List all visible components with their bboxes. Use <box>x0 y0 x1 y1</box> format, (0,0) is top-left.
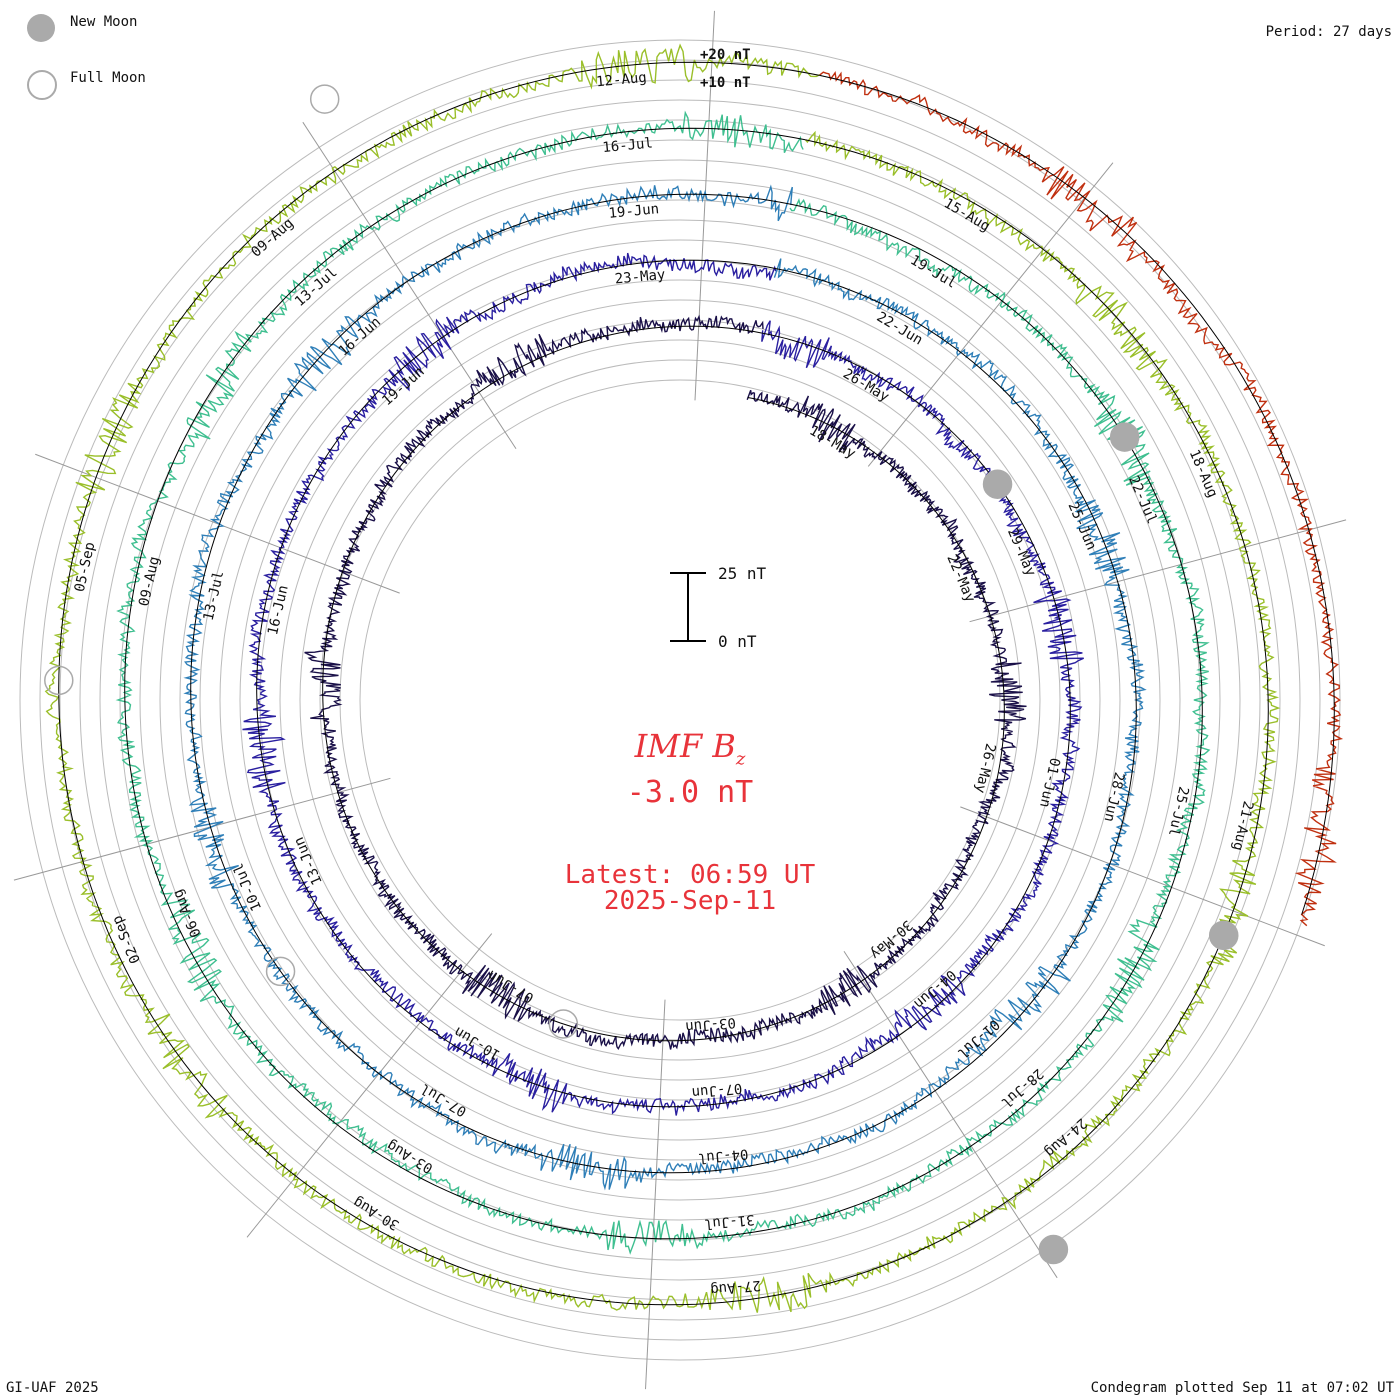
grid-ring <box>239 259 1121 1141</box>
full-moon-marker <box>265 956 296 987</box>
series-rotation-4 <box>115 110 1211 1255</box>
new-moon-marker <box>982 469 1013 499</box>
latest-date: 2025-Sep-11 <box>603 886 777 916</box>
baseline-rotation-1 <box>322 325 1005 1042</box>
date-label: 12-Aug <box>596 70 648 91</box>
date-label: 04-Jul <box>697 1145 749 1166</box>
series-rotation-3 <box>183 184 1147 1191</box>
date-label: 26-May <box>840 366 892 406</box>
full-moon-marker <box>548 1009 579 1039</box>
new-moon-icon <box>27 14 55 42</box>
grid-ring <box>179 199 1181 1201</box>
grid-ring <box>359 379 1001 1021</box>
scale-bar <box>670 572 706 642</box>
scale-bar-bottom-label: 0 nT <box>718 632 757 651</box>
date-label: 16-Jun <box>336 314 385 359</box>
grid-spoke <box>960 806 1325 947</box>
date-label: 13-Jul <box>201 569 228 622</box>
date-label: 18-Aug <box>1186 447 1221 500</box>
grid-spoke <box>13 777 391 881</box>
baseline-rotation-5 <box>58 61 1269 1306</box>
date-label: 13-Jul <box>292 265 341 310</box>
scale-bar-top-label: 25 nT <box>718 564 767 583</box>
date-label: 06-Aug <box>170 887 205 940</box>
grid-ring <box>79 99 1281 1301</box>
date-label: 19-Jun <box>379 364 428 409</box>
grid-ring <box>159 179 1201 1221</box>
grid-ring <box>99 119 1261 1281</box>
period-label: Period: 27 days <box>1265 24 1392 40</box>
grid-ring <box>279 299 1081 1101</box>
new-moon-marker <box>1208 920 1239 951</box>
legend-new-moon-label: New Moon <box>70 14 138 30</box>
grid-ring <box>319 339 1041 1061</box>
grid-ring <box>19 39 1341 1361</box>
moon-markers <box>44 84 1239 1265</box>
latest-time: Latest: 06:59 UT <box>564 860 816 890</box>
date-label: 21-Aug <box>1229 799 1256 852</box>
series-rotation-5 <box>44 43 1281 1313</box>
footer-plot-time: Condegram plotted Sep 11 at 07:02 UT <box>1090 1380 1394 1396</box>
grid-spoke <box>694 10 715 401</box>
baseline-rotation-6 <box>819 74 1335 915</box>
grid-ring <box>339 359 1021 1041</box>
date-label: 09-Aug <box>248 215 297 260</box>
date-label: 19-Jun <box>608 201 660 222</box>
data-series <box>44 43 1344 1313</box>
new-moon-marker <box>1038 1234 1069 1265</box>
date-label: 04-Jun <box>910 966 959 1011</box>
date-label: 09-Aug <box>136 555 163 608</box>
footer-credit: GI-UAF 2025 <box>6 1380 99 1396</box>
grid-ring <box>39 59 1321 1341</box>
date-label: 07-Jul <box>418 1080 470 1120</box>
new-moon-marker <box>1109 422 1140 452</box>
grid-spoke <box>969 519 1347 623</box>
series-rotation-1 <box>304 314 1027 1051</box>
grid-rings <box>19 39 1341 1361</box>
date-label: 19-Jul <box>907 252 959 292</box>
full-moon-marker <box>309 84 340 114</box>
baseline-rotation-4 <box>124 127 1203 1240</box>
date-label: 27-Aug <box>710 1277 762 1298</box>
full-moon-icon <box>27 70 57 100</box>
date-label: 31-Jul <box>703 1211 755 1232</box>
grid-ring <box>259 279 1101 1121</box>
center-title: IMF Bz <box>540 727 840 769</box>
grid-spoke <box>645 999 666 1390</box>
series-rotation-2 <box>242 252 1084 1116</box>
baseline-rotation-3 <box>190 193 1137 1174</box>
date-label: 23-May <box>614 267 666 288</box>
scale-top-label: +20 nT <box>700 47 751 63</box>
title-subscript: z <box>735 748 746 770</box>
date-label: 03-Jun <box>685 1014 737 1035</box>
grid-ring <box>219 239 1141 1161</box>
grid-ring <box>199 219 1161 1181</box>
grid-spoke <box>302 121 517 450</box>
title-main: IMF B <box>634 727 736 765</box>
date-label: 16-Jul <box>602 135 654 156</box>
grid-spokes <box>13 10 1347 1390</box>
baseline-rotation-2 <box>256 259 1071 1108</box>
date-label: 02-Sep <box>109 913 144 966</box>
grid-ring <box>59 79 1301 1321</box>
date-label: 07-Jun <box>691 1080 743 1101</box>
grid-ring <box>139 159 1221 1241</box>
grid-spoke <box>246 933 493 1238</box>
series-rotation-6 <box>819 70 1344 927</box>
full-moon-marker <box>44 665 74 696</box>
scale-second-label: +10 nT <box>700 75 751 91</box>
current-value: -3.0 nT <box>626 775 754 810</box>
legend-full-moon-label: Full Moon <box>70 70 146 86</box>
grid-ring <box>299 319 1061 1081</box>
grid-spoke <box>843 950 1058 1279</box>
grid-spoke <box>867 162 1114 467</box>
date-label: 15-Aug <box>941 195 993 235</box>
